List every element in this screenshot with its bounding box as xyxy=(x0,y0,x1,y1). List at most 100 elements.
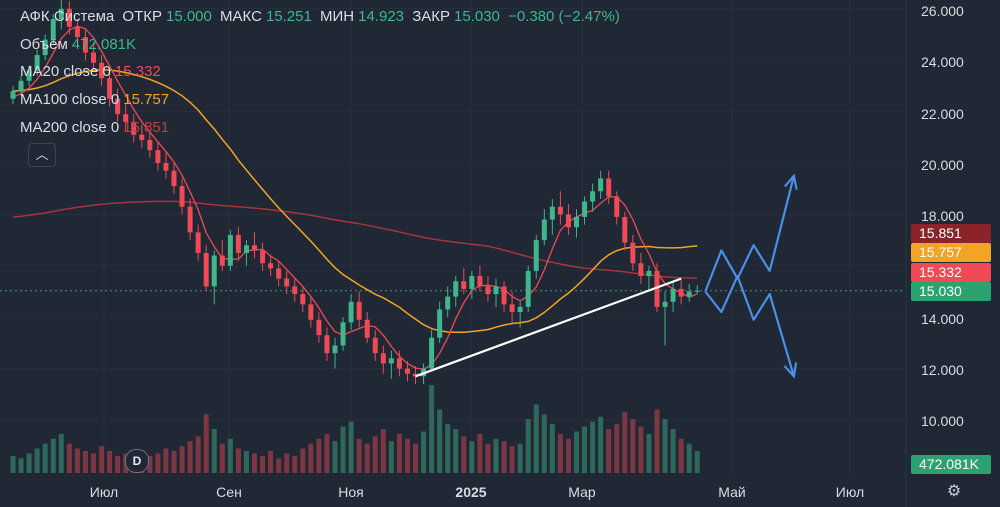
volume-bar xyxy=(364,443,370,473)
candle-body xyxy=(646,270,652,277)
price-tag-last: 15.030 xyxy=(911,282,991,301)
candle-body xyxy=(614,196,620,217)
candle-body xyxy=(155,150,161,163)
candle-body xyxy=(533,240,539,271)
volume-bar xyxy=(50,438,56,473)
volume-bar xyxy=(662,419,668,473)
dividend-marker[interactable]: D xyxy=(125,449,149,473)
legend-volume-row[interactable]: Объём 472.081K xyxy=(20,36,140,53)
candle-body xyxy=(574,216,579,228)
volume-bar xyxy=(115,455,121,473)
candle-body xyxy=(453,281,459,297)
candle-body xyxy=(413,373,418,377)
settings-button[interactable]: ⚙ xyxy=(944,482,964,502)
legend-ma100-row[interactable]: MA100 close 0 15.757 xyxy=(20,91,173,108)
candle-body xyxy=(74,26,80,38)
candle-body xyxy=(477,276,483,287)
candle-body xyxy=(622,216,628,243)
volume-bar xyxy=(348,421,354,473)
candle-body xyxy=(26,70,32,81)
volume-bar xyxy=(485,443,491,473)
legend-close-label: ЗАКР xyxy=(412,8,450,25)
volume-bar xyxy=(171,451,177,473)
candle-body xyxy=(171,170,177,187)
volume-bar xyxy=(260,455,266,473)
volume-bar xyxy=(646,433,652,473)
candle-body xyxy=(606,178,612,197)
volume-bar xyxy=(654,409,660,473)
candle-body xyxy=(195,232,201,253)
x-tick-label: Мар xyxy=(568,484,596,500)
volume-bar xyxy=(66,443,72,473)
volume-bar xyxy=(316,438,322,473)
candle-body xyxy=(501,286,507,305)
volume-bar xyxy=(235,448,241,473)
ma100-line xyxy=(12,68,698,334)
ma200-line xyxy=(12,200,698,279)
legend-high-label: МАКС xyxy=(220,8,262,25)
legend-ma20-row[interactable]: MA20 close 0 15.332 xyxy=(20,63,165,80)
candle-body xyxy=(131,121,137,135)
volume-bar xyxy=(227,438,233,473)
volume-bar xyxy=(517,443,523,473)
volume-bar xyxy=(413,443,418,473)
volume-bar xyxy=(42,443,48,473)
candle-body xyxy=(99,62,105,79)
candle-body xyxy=(469,276,475,289)
candle-body xyxy=(670,288,676,302)
candle-body xyxy=(66,8,72,27)
volume-bar xyxy=(477,433,483,473)
volume-bar xyxy=(155,453,161,473)
legend-ma200-value: 15.851 xyxy=(123,119,170,136)
volume-bar xyxy=(590,421,596,473)
legend-ma100-value: 15.757 xyxy=(123,91,170,108)
volume-bar xyxy=(445,424,451,473)
legend-high-value: 15.251 xyxy=(265,8,312,25)
volume-bar xyxy=(501,441,507,473)
candle-body xyxy=(372,337,378,354)
volume-bar xyxy=(582,426,588,473)
volume-bar xyxy=(541,414,547,473)
collapse-legend-button[interactable]: ︿ xyxy=(28,143,56,167)
volume-bar xyxy=(630,419,636,473)
candle-body xyxy=(461,281,467,289)
y-tick-label: 12.000 xyxy=(921,362,964,378)
candle-body xyxy=(10,91,16,99)
legend-ticker: АФК Система xyxy=(20,8,115,25)
volume-bar xyxy=(34,448,40,473)
candle-body xyxy=(123,114,129,122)
volume-bar xyxy=(82,451,88,473)
candle-body xyxy=(388,358,394,364)
volume-bar xyxy=(195,436,201,473)
candle-body xyxy=(187,206,193,233)
price-tag-ma200: 15.851 xyxy=(911,224,991,243)
candle-body xyxy=(396,358,402,369)
legend-close-value: 15.030 xyxy=(454,8,500,25)
trendline xyxy=(415,277,682,378)
volume-bar xyxy=(284,453,290,473)
candle-body xyxy=(332,345,338,354)
y-tick-label: 10.000 xyxy=(921,413,964,429)
volume-bar xyxy=(509,446,515,473)
candle-body xyxy=(437,309,443,338)
legend-ma100-label: MA100 close 0 xyxy=(20,91,120,108)
volume-bar xyxy=(388,441,394,473)
candle-body xyxy=(485,286,491,295)
volume-bar xyxy=(614,424,620,473)
candle-body xyxy=(243,245,249,253)
legend-change-value: −0.380 (−2.47%) xyxy=(508,8,620,25)
candle-body xyxy=(598,178,604,192)
legend-ma200-row[interactable]: MA200 close 0 15.851 xyxy=(20,119,173,136)
candle-body xyxy=(292,286,298,295)
volume-bar xyxy=(18,458,24,473)
candle-body xyxy=(107,78,113,99)
volume-bar xyxy=(493,438,499,473)
candle-body xyxy=(50,19,56,40)
candle-body xyxy=(638,263,644,277)
volume-bar xyxy=(219,443,225,473)
volume-bar xyxy=(179,446,185,473)
candle-body xyxy=(179,186,185,207)
candle-body xyxy=(445,296,451,310)
legend-volume-value: 472.081K xyxy=(71,36,137,53)
